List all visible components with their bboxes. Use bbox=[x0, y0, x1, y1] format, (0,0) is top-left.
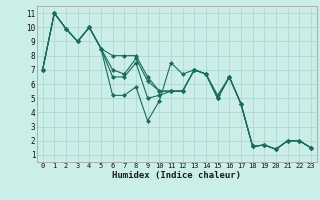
X-axis label: Humidex (Indice chaleur): Humidex (Indice chaleur) bbox=[112, 171, 241, 180]
